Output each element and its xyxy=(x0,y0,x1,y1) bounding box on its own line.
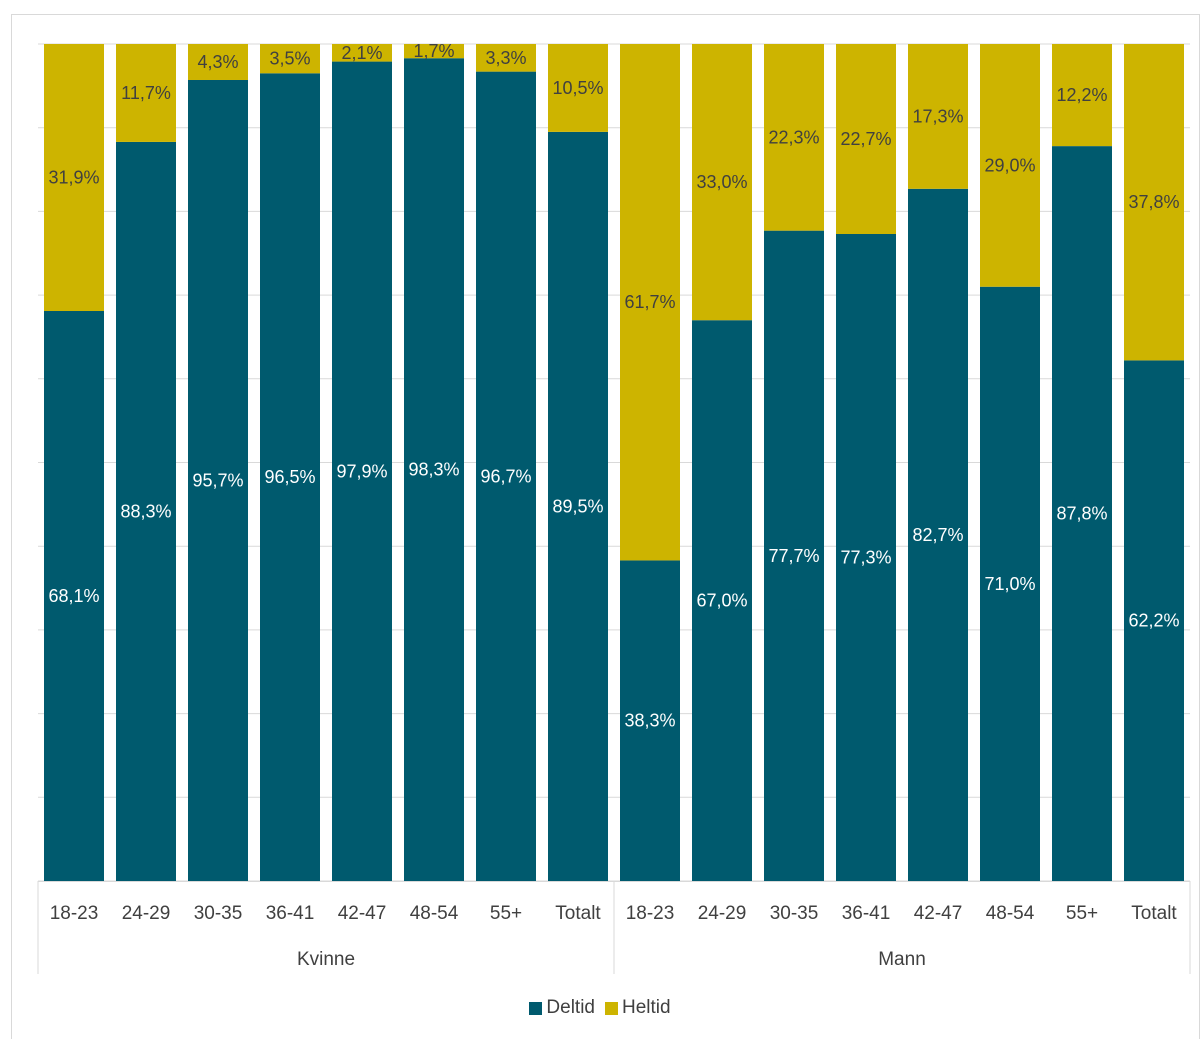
data-label-deltid: 88,3% xyxy=(120,501,171,521)
data-label-heltid: 22,7% xyxy=(840,129,891,149)
bar-heltid xyxy=(332,44,392,62)
x-tick-label: 18-23 xyxy=(626,903,675,924)
bar-heltid xyxy=(188,44,248,80)
bar-heltid xyxy=(476,44,536,72)
data-label-heltid: 2,1% xyxy=(341,43,382,63)
bar-deltid xyxy=(692,320,752,882)
data-label-deltid: 87,8% xyxy=(1056,504,1107,524)
bar-heltid xyxy=(44,44,104,312)
legend: Deltid Heltid xyxy=(0,997,1200,1019)
data-label-deltid: 38,3% xyxy=(624,711,675,731)
bar-heltid xyxy=(1124,44,1184,361)
x-tick-label: 48-54 xyxy=(986,903,1035,924)
group-label: Mann xyxy=(878,949,926,970)
x-tick-label: 36-41 xyxy=(266,903,315,924)
x-tick-label: Totalt xyxy=(555,903,601,924)
x-tick-label: 36-41 xyxy=(842,903,891,924)
data-label-heltid: 22,3% xyxy=(768,127,819,147)
bar-heltid xyxy=(980,44,1040,287)
x-tick-label: 24-29 xyxy=(122,903,171,924)
data-label-heltid: 4,3% xyxy=(197,52,238,72)
x-tick-label: Totalt xyxy=(1131,903,1177,924)
x-tick-label: 42-47 xyxy=(914,903,963,924)
bar-deltid xyxy=(188,79,248,882)
bar-deltid xyxy=(332,61,392,881)
data-label-heltid: 31,9% xyxy=(48,168,99,188)
x-tick-label: 30-35 xyxy=(770,903,819,924)
bar-deltid xyxy=(476,71,536,882)
legend-item: Deltid xyxy=(529,997,595,1019)
group-label: Kvinne xyxy=(297,949,355,970)
data-label-deltid: 96,7% xyxy=(480,466,531,486)
bar-deltid xyxy=(764,230,824,881)
data-label-deltid: 95,7% xyxy=(192,470,243,490)
data-label-deltid: 67,0% xyxy=(696,591,747,611)
bar-heltid xyxy=(1052,44,1112,147)
bar-deltid xyxy=(116,141,176,881)
bar-deltid xyxy=(908,188,968,881)
data-label-deltid: 98,3% xyxy=(408,460,459,480)
bar-deltid xyxy=(836,233,896,881)
data-label-heltid: 37,8% xyxy=(1128,192,1179,212)
bar-heltid xyxy=(260,44,320,74)
bar-deltid xyxy=(1052,146,1112,881)
bar-heltid xyxy=(620,44,680,561)
x-tick-label: 55+ xyxy=(1066,903,1098,924)
data-label-deltid: 77,3% xyxy=(840,547,891,567)
data-label-heltid: 10,5% xyxy=(552,78,603,98)
bar-deltid xyxy=(1124,360,1184,881)
data-label-heltid: 11,7% xyxy=(121,83,171,103)
data-label-deltid: 77,7% xyxy=(768,546,819,566)
bar-deltid xyxy=(980,286,1040,882)
bar-heltid xyxy=(836,44,896,234)
bar-heltid xyxy=(404,44,464,59)
bar-deltid xyxy=(548,131,608,881)
data-label-heltid: 17,3% xyxy=(912,106,963,126)
bar-heltid xyxy=(692,44,752,321)
legend-swatch xyxy=(605,1001,618,1015)
x-tick-label: 24-29 xyxy=(698,903,747,924)
data-label-deltid: 62,2% xyxy=(1128,611,1179,631)
data-label-deltid: 71,0% xyxy=(984,574,1035,594)
data-label-heltid: 33,0% xyxy=(696,172,747,192)
data-label-deltid: 96,5% xyxy=(264,467,315,487)
data-label-heltid: 61,7% xyxy=(624,292,675,312)
bar-heltid xyxy=(908,44,968,189)
bar-deltid xyxy=(44,311,104,881)
bar-heltid xyxy=(116,44,176,142)
bar-heltid xyxy=(548,44,608,132)
bar-heltid xyxy=(764,44,824,231)
x-tick-label: 30-35 xyxy=(194,903,243,924)
data-label-deltid: 82,7% xyxy=(912,525,963,545)
legend-swatch xyxy=(529,1001,543,1015)
bar-deltid xyxy=(404,58,464,881)
legend-label: Heltid xyxy=(622,997,671,1018)
x-tick-label: 55+ xyxy=(490,903,522,924)
data-label-heltid: 3,3% xyxy=(485,48,526,68)
data-label-deltid: 97,9% xyxy=(336,461,387,481)
x-tick-label: 48-54 xyxy=(410,903,459,924)
legend-item: Heltid xyxy=(605,997,671,1019)
data-label-deltid: 68,1% xyxy=(48,586,99,606)
data-label-heltid: 29,0% xyxy=(984,155,1035,175)
bar-deltid xyxy=(620,560,680,881)
data-label-heltid: 3,5% xyxy=(269,49,310,69)
x-tick-label: 42-47 xyxy=(338,903,387,924)
data-label-heltid: 1,7% xyxy=(413,41,454,61)
x-tick-label: 18-23 xyxy=(50,903,99,924)
data-label-deltid: 89,5% xyxy=(552,496,603,516)
bar-deltid xyxy=(260,73,320,882)
legend-label: Deltid xyxy=(546,997,595,1018)
data-label-heltid: 12,2% xyxy=(1056,85,1107,105)
